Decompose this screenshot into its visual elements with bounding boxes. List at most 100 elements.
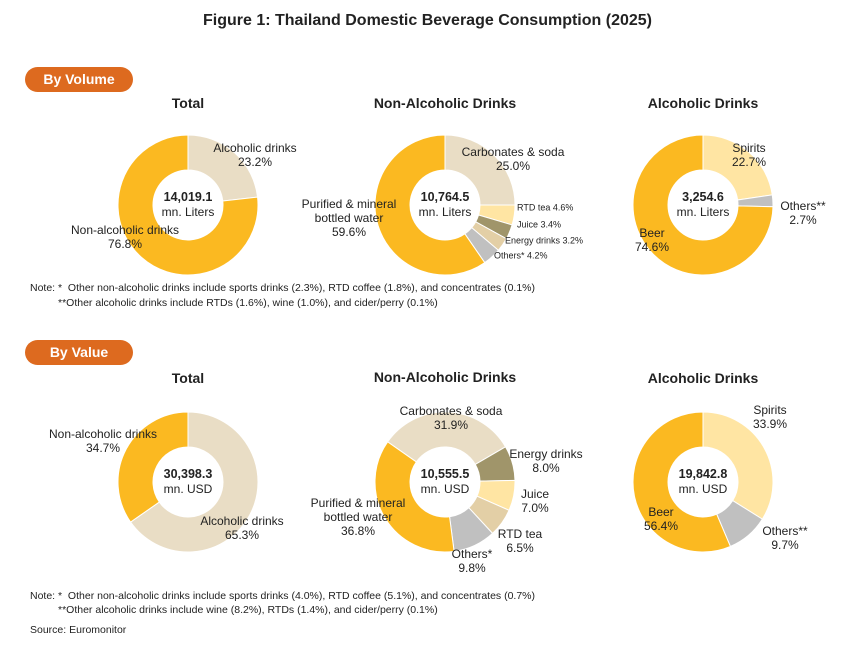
slice-value-label: 4.6% [552, 202, 574, 213]
slice-label: Carbonates & soda 25.0% [462, 145, 565, 173]
chart-title: Alcoholic Drinks [647, 370, 759, 386]
center-unit: mn. Liters [676, 205, 730, 219]
center-unit: mn. USD [678, 482, 728, 496]
slice-value-label: 59.6% [331, 225, 367, 239]
slice-label: Spirits 33.9% [753, 403, 787, 431]
center-unit: mn. USD [163, 482, 213, 496]
donut-hole [153, 447, 223, 517]
donut-slice [117, 134, 259, 276]
chart-title: Alcoholic Drinks [647, 95, 759, 111]
slice-label: Beer 56.4% [644, 505, 678, 533]
donut-hole [153, 170, 223, 240]
center-total: 30,398.3 [163, 467, 213, 481]
slice-category: Spirits [732, 141, 766, 155]
center-total: 10,555.5 [420, 467, 470, 481]
note: Note: * Other non-alcoholic drinks inclu… [30, 590, 536, 602]
source: Source: Euromonitor [30, 624, 127, 636]
slice-label: Others* 4.2% [494, 251, 548, 262]
section-label: By Volume [25, 67, 133, 92]
center-label: 14,019.1 mn. Liters [162, 190, 215, 220]
slice-value-label: 31.9% [433, 418, 469, 432]
slice-value-label: 8.0% [532, 461, 560, 475]
slice-value-label: 56.4% [643, 519, 679, 533]
note: Note: * Other non-alcoholic drinks inclu… [30, 282, 536, 294]
slice-label: Non-alcoholic drinks 34.7% [49, 427, 157, 455]
figure-title: Figure 1: Thailand Domestic Beverage Con… [203, 12, 652, 29]
slice-label: Carbonates & soda 31.9% [400, 404, 503, 432]
slice-value-label: 4.2% [527, 250, 548, 261]
slice-value-label: 7.0% [521, 501, 549, 515]
slice-label: Spirits 22.7% [732, 141, 766, 169]
slice-category: Alcoholic drinks [213, 141, 297, 155]
slice-value-label: 76.8% [107, 237, 143, 251]
center-label: 10,555.5 mn. USD [421, 467, 470, 497]
slice-category: Others* [451, 547, 493, 561]
slice-category: Purified & mineral bottled water [310, 496, 406, 524]
center-unit: mn. Liters [161, 205, 215, 219]
slice-category: Beer [639, 226, 665, 240]
chart-title: Non-Alcoholic Drinks [373, 369, 517, 385]
slice-value-label: 36.8% [340, 524, 376, 538]
donut-hole [668, 170, 738, 240]
slice-label: Energy drinks 3.2% [505, 236, 583, 247]
center-unit: mn. USD [420, 482, 470, 496]
slice-value-label: 3.4% [540, 219, 562, 230]
slice-label: Others** 9.7% [762, 524, 807, 552]
slice-label: Non-alcoholic drinks 76.8% [71, 223, 179, 251]
slice-label: Juice 7.0% [521, 487, 549, 515]
slice-category: Juice [517, 219, 539, 230]
center-total: 3,254.6 [682, 190, 724, 204]
slice-value-label: 74.6% [634, 240, 670, 254]
slice-value-label: 65.3% [224, 528, 260, 542]
slice-category: Alcoholic drinks [200, 514, 284, 528]
slice-category: Spirits [753, 403, 787, 417]
center-total: 19,842.8 [678, 467, 728, 481]
center-total: 10,764.5 [420, 190, 470, 204]
slice-category: Purified & mineral bottled water [301, 197, 397, 225]
slice-category: Others** [762, 524, 808, 538]
slice-value-label: 33.9% [752, 417, 788, 431]
slice-label: Others* 9.8% [452, 547, 493, 575]
chart-title: Non-Alcoholic Drinks [373, 95, 517, 111]
chart-title: Total [171, 95, 205, 111]
center-label: 3,254.6 mn. Liters [677, 190, 730, 220]
section-label: By Value [25, 340, 133, 365]
slice-value-label: 2.7% [789, 213, 817, 227]
slice-category: Non-alcoholic drinks [48, 427, 158, 441]
center-label: 10,764.5 mn. Liters [419, 190, 472, 220]
slice-label: Energy drinks 8.0% [509, 447, 582, 475]
slice-label: RTD tea 6.5% [498, 527, 542, 555]
slice-category: Others* [494, 250, 525, 261]
donut-hole [668, 447, 738, 517]
slice-category: RTD tea [497, 527, 543, 541]
note: **Other alcoholic drinks include wine (8… [58, 604, 438, 616]
chart-title: Total [171, 370, 205, 386]
donut-hole [410, 170, 480, 240]
slice-value-label: 34.7% [85, 441, 121, 455]
slice-category: Carbonates & soda [399, 404, 503, 418]
slice-value-label: 25.0% [495, 159, 531, 173]
slice-label: RTD tea 4.6% [517, 203, 573, 214]
slice-category: Beer [648, 505, 674, 519]
slice-label: Juice 3.4% [517, 220, 561, 231]
slice-label: Purified & mineral bottled water 59.6% [294, 197, 404, 239]
donut-hole [410, 447, 480, 517]
slice-label: Purified & mineral bottled water 36.8% [303, 496, 413, 538]
slice-label: Others** 2.7% [780, 199, 825, 227]
slice-value-label: 6.5% [506, 541, 534, 555]
slice-category: Non-alcoholic drinks [70, 223, 180, 237]
slice-label: Beer 74.6% [635, 226, 669, 254]
center-unit: mn. Liters [418, 205, 472, 219]
slice-value-label: 22.7% [731, 155, 767, 169]
center-label: 19,842.8 mn. USD [679, 467, 728, 497]
slice-value-label: 9.7% [771, 538, 799, 552]
slice-value-label: 23.2% [237, 155, 273, 169]
slice-category: Carbonates & soda [461, 145, 565, 159]
slice-value-label: 9.8% [458, 561, 486, 575]
donut-slice [129, 411, 259, 553]
slice-category: Juice [520, 487, 550, 501]
center-label: 30,398.3 mn. USD [164, 467, 213, 497]
slice-label: Alcoholic drinks 65.3% [200, 514, 283, 542]
